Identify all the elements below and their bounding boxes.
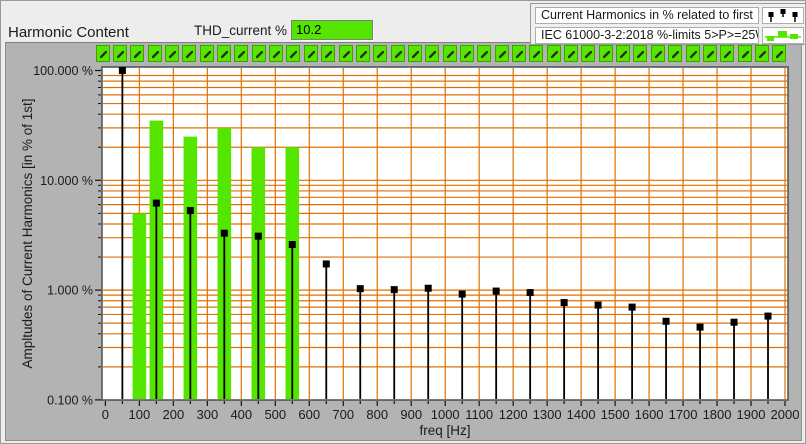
cursor-icon	[151, 51, 159, 58]
cursor-icon	[758, 51, 766, 58]
harmonic-toggle-6[interactable]	[182, 45, 197, 62]
limit-bars-icon[interactable]	[762, 27, 804, 44]
page-title: Harmonic Content	[8, 24, 129, 41]
harmonic-toggle-35[interactable]	[685, 45, 700, 62]
harmonic-toggle-23[interactable]	[477, 45, 492, 62]
cursor-icon	[221, 51, 229, 58]
graph-panel	[5, 42, 802, 441]
cursor-icon	[446, 51, 454, 58]
harmonic-toggle-22[interactable]	[459, 45, 474, 62]
harmonic-toggle-34[interactable]	[668, 45, 683, 62]
harmonic-toggle-31[interactable]	[616, 45, 631, 62]
harmonic-toggle-33[interactable]	[650, 45, 665, 62]
cursor-icon	[203, 51, 211, 58]
cursor-icon	[99, 51, 107, 58]
harmonic-toggle-27[interactable]	[546, 45, 561, 62]
cursor-icon	[706, 51, 714, 58]
legend-item-iec-limits[interactable]: IEC 61000-3-2:2018 %-limits 5>P>=25W	[535, 27, 759, 44]
cursor-icon	[689, 51, 697, 58]
harmonic-toggle-13[interactable]	[303, 45, 318, 62]
cursor-icon	[672, 51, 680, 58]
cursor-icon	[533, 51, 541, 58]
harmonic-toggle-3[interactable]	[130, 45, 145, 62]
harmonic-toggle-29[interactable]	[581, 45, 596, 62]
cursor-icon	[602, 51, 610, 58]
cursor-icon	[377, 51, 385, 58]
cursor-icon	[134, 51, 142, 58]
cursor-icon	[325, 51, 333, 58]
harmonic-toggle-12[interactable]	[286, 45, 301, 62]
harmonic-toggle-2[interactable]	[112, 45, 127, 62]
harmonic-toggle-15[interactable]	[338, 45, 353, 62]
thd-current-label: THD_current %	[193, 23, 287, 38]
legend-item-current-harmonics[interactable]: Current Harmonics in % related to first	[535, 7, 759, 24]
harmonic-toggle-21[interactable]	[442, 45, 457, 62]
harmonic-toggle-39[interactable]	[754, 45, 769, 62]
harmonic-toggle-24[interactable]	[494, 45, 509, 62]
cursor-icon	[637, 51, 645, 58]
cursor-icon	[724, 51, 732, 58]
cursor-icon	[585, 51, 593, 58]
cursor-icon	[463, 51, 471, 58]
cursor-icon	[290, 51, 298, 58]
harmonic-toggle-10[interactable]	[251, 45, 266, 62]
cursor-icon	[568, 51, 576, 58]
cursor-icon	[776, 51, 784, 58]
cursor-icon	[481, 51, 489, 58]
harmonic-toggle-18[interactable]	[390, 45, 405, 62]
harmonic-toggle-7[interactable]	[199, 45, 214, 62]
cursor-icon	[741, 51, 749, 58]
cursor-icon	[394, 51, 402, 58]
harmonic-toggle-14[interactable]	[321, 45, 336, 62]
cursor-icon	[620, 51, 628, 58]
cursor-icon	[307, 51, 315, 58]
harmonic-toggle-36[interactable]	[702, 45, 717, 62]
cursor-icon	[342, 51, 350, 58]
cursor-icon	[186, 51, 194, 58]
harmonic-toggle-38[interactable]	[737, 45, 752, 62]
harmonic-toggle-30[interactable]	[598, 45, 613, 62]
harmonic-toggle-20[interactable]	[425, 45, 440, 62]
harmonic-toggle-19[interactable]	[407, 45, 422, 62]
harmonic-toggle-1[interactable]	[95, 45, 110, 62]
cursor-icon	[238, 51, 246, 58]
harmonic-toggle-11[interactable]	[269, 45, 284, 62]
harmonic-toggle-40[interactable]	[772, 45, 787, 62]
harmonic-toggle-37[interactable]	[720, 45, 735, 62]
cursor-icon	[429, 51, 437, 58]
cursor-icon	[273, 51, 281, 58]
harmonic-toggle-4[interactable]	[147, 45, 162, 62]
stem-plot-icon[interactable]	[762, 7, 804, 24]
cursor-icon	[359, 51, 367, 58]
harmonic-toggle-25[interactable]	[512, 45, 526, 62]
cursor-icon	[516, 51, 523, 58]
harmonic-toggle-8[interactable]	[217, 45, 232, 62]
cursor-icon	[255, 51, 263, 58]
thd-value-indicator: 10.2	[291, 20, 373, 40]
harmonic-toggle-5[interactable]	[165, 45, 179, 62]
plot-legend: Current Harmonics in % related to first …	[530, 3, 805, 45]
cursor-icon	[169, 51, 176, 58]
cursor-icon	[498, 51, 506, 58]
cursor-icon	[116, 51, 124, 58]
harmonic-toggle-9[interactable]	[234, 45, 249, 62]
harmonic-toggle-32[interactable]	[633, 45, 648, 62]
harmonic-toggle-17[interactable]	[373, 45, 388, 62]
harmonic-toggle-26[interactable]	[529, 45, 544, 62]
harmonic-toggle-28[interactable]	[564, 45, 579, 62]
cursor-icon	[411, 51, 419, 58]
cursor-icon	[654, 51, 662, 58]
harmonic-toggle-16[interactable]	[355, 45, 370, 62]
cursor-icon	[550, 51, 558, 58]
